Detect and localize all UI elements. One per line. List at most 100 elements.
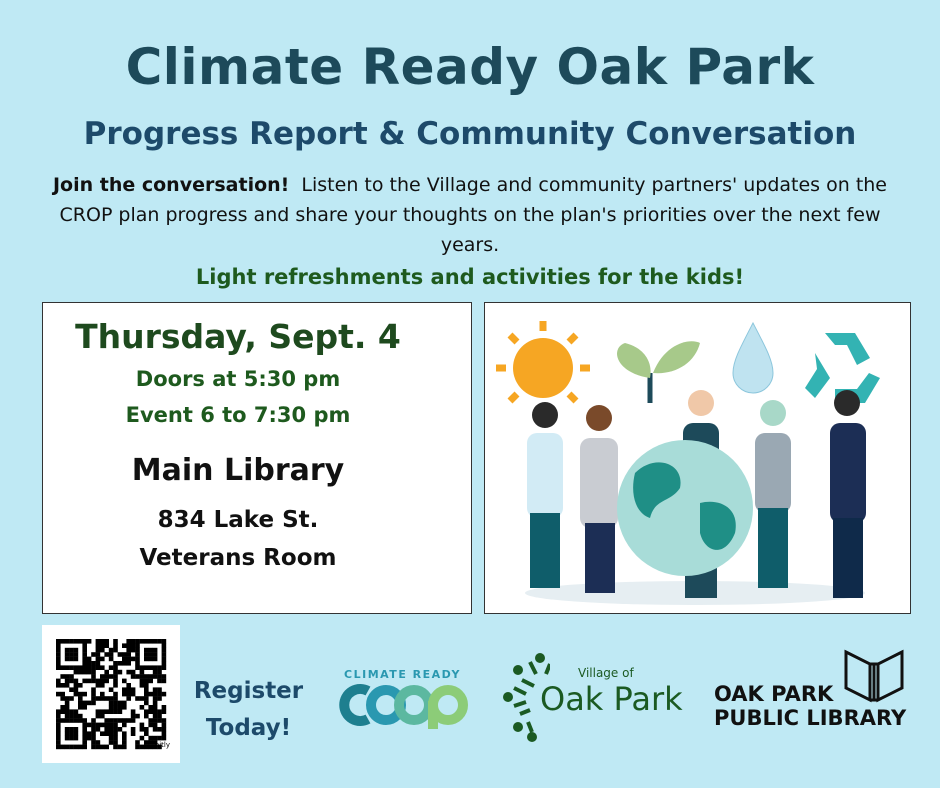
qr-module — [135, 656, 140, 662]
qr-module — [161, 639, 167, 644]
qr-module — [95, 656, 101, 662]
qr-module — [157, 687, 162, 692]
qr-module — [152, 652, 158, 657]
qr-module — [73, 687, 79, 692]
qr-module — [108, 718, 114, 723]
qr-module — [64, 665, 70, 670]
qr-module — [152, 713, 158, 719]
qr-module — [73, 656, 79, 662]
qr-module — [139, 683, 145, 688]
qr-module — [100, 643, 105, 648]
earth-globe-icon — [617, 440, 753, 576]
qr-module — [95, 678, 101, 684]
qr-module — [69, 665, 74, 670]
library-name-line2: PUBLIC LIBRARY — [714, 706, 907, 730]
qr-module — [122, 744, 127, 750]
qr-module — [86, 700, 92, 706]
qr-module — [73, 691, 79, 697]
qr-module — [60, 691, 65, 697]
qr-module — [130, 674, 136, 679]
qr-module — [73, 735, 79, 741]
qr-module — [56, 643, 61, 648]
coop-logo-tagline: CLIMATE READY — [344, 668, 461, 681]
qr-module — [69, 744, 74, 750]
qr-module — [64, 744, 70, 750]
qr-module — [117, 669, 123, 675]
qr-module — [95, 652, 101, 657]
qr-module — [126, 718, 131, 723]
qr-module — [73, 727, 79, 732]
qr-module — [157, 678, 162, 684]
qr-module — [56, 639, 61, 644]
qr-module — [117, 652, 123, 657]
qr-module — [60, 639, 65, 644]
qr-module — [130, 639, 136, 644]
qr-module — [82, 718, 87, 723]
qr-module — [161, 727, 167, 732]
qr-module — [100, 691, 105, 697]
qr-module — [135, 665, 140, 670]
qr-module — [152, 647, 158, 653]
qr-module — [104, 639, 109, 644]
qr-module — [144, 683, 149, 688]
event-address: 834 Lake St. — [157, 507, 319, 533]
qr-module — [95, 661, 101, 666]
qr-module — [152, 744, 158, 750]
qr-module — [100, 722, 105, 728]
qr-module — [122, 700, 127, 706]
qr-module — [64, 731, 70, 736]
qr-module — [104, 669, 109, 675]
qr-module — [82, 727, 87, 732]
qr-module — [108, 727, 114, 732]
oak-park-public-library-logo: OAK PARK PUBLIC LIBRARY — [712, 648, 922, 738]
qr-module — [108, 731, 114, 736]
qr-module — [60, 665, 65, 670]
qr-module — [100, 665, 105, 670]
qr-module — [148, 735, 153, 741]
qr-module — [95, 696, 101, 701]
qr-module — [64, 718, 70, 723]
qr-module — [64, 705, 70, 710]
qr-module — [135, 740, 140, 745]
qr-module — [104, 696, 109, 701]
qr-module — [139, 665, 145, 670]
qr-module — [69, 727, 74, 732]
qr-module — [139, 735, 145, 741]
qr-module — [144, 713, 149, 719]
qr-module — [86, 669, 92, 675]
qr-module — [56, 744, 61, 750]
qr-module — [108, 665, 114, 670]
qr-module — [144, 700, 149, 706]
qr-module — [73, 709, 79, 714]
qr-module — [157, 735, 162, 741]
qr-module — [91, 700, 96, 706]
qr-module — [126, 683, 131, 688]
qr-module — [95, 683, 101, 688]
qr-module — [56, 713, 61, 719]
qr-module — [122, 691, 127, 697]
qr-module — [139, 639, 145, 644]
qr-module — [157, 744, 162, 750]
qr-module — [78, 696, 83, 701]
oak-tree-people-icon — [503, 653, 550, 742]
qr-module — [69, 674, 74, 679]
qr-module — [95, 713, 101, 719]
water-drop-icon — [732, 321, 774, 394]
qr-module — [108, 700, 114, 706]
qr-module — [152, 669, 158, 675]
qr-module — [152, 674, 158, 679]
qr-module — [104, 709, 109, 714]
qr-module — [152, 718, 158, 723]
qr-module — [130, 718, 136, 723]
qr-module — [161, 647, 167, 653]
event-date: Thursday, Sept. 4 — [75, 317, 401, 356]
qr-module — [82, 740, 87, 745]
register-qr-code[interactable]: bitly — [42, 625, 180, 763]
qr-module — [135, 639, 140, 644]
qr-module — [73, 718, 79, 723]
qr-module — [135, 647, 140, 653]
qr-module — [148, 678, 153, 684]
qr-module — [82, 678, 87, 684]
qr-module — [148, 722, 153, 728]
qr-module — [64, 700, 70, 706]
